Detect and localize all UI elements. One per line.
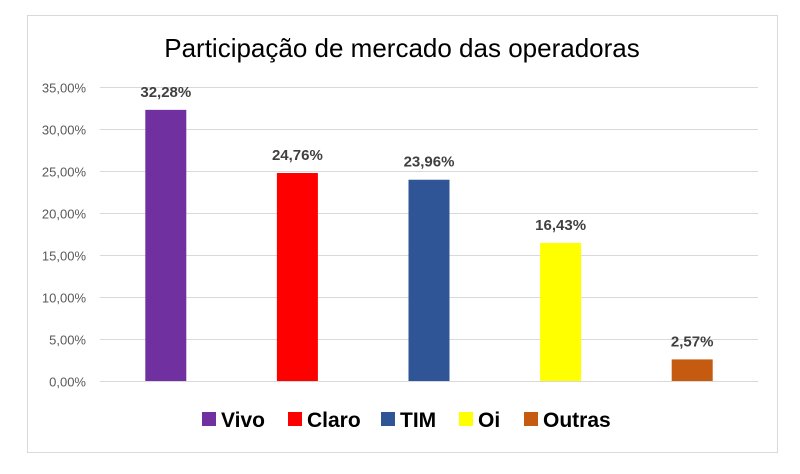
legend-label: TIM: [400, 409, 436, 432]
chart-frame: [27, 15, 778, 453]
data-label: 32,28%: [140, 84, 191, 101]
legend-swatch: [381, 412, 395, 426]
y-tick-label: 5,00%: [49, 333, 86, 348]
y-tick-label: 30,00%: [42, 123, 87, 138]
legend-swatch: [459, 412, 473, 426]
bar-vivo: [145, 109, 187, 382]
legend-swatch: [288, 412, 302, 426]
legend-label: Outras: [543, 409, 611, 432]
y-tick-label: 0,00%: [49, 375, 86, 390]
y-tick-label: 10,00%: [42, 291, 87, 306]
data-label: 24,76%: [272, 147, 323, 164]
bar-outras: [671, 359, 713, 381]
bar-claro: [276, 173, 318, 381]
data-label: 16,43%: [535, 217, 586, 234]
legend-swatch: [524, 412, 538, 426]
legend-swatch: [202, 412, 216, 426]
y-tick-label: 25,00%: [42, 165, 87, 180]
legend-label: Vivo: [221, 409, 265, 432]
chart-title: Participação de mercado das operadoras: [164, 33, 640, 63]
data-label: 2,57%: [671, 333, 714, 350]
y-tick-label: 15,00%: [42, 249, 87, 264]
data-label: 23,96%: [404, 154, 455, 171]
y-tick-label: 35,00%: [42, 81, 87, 96]
legend-label: Claro: [307, 409, 361, 432]
bar-tim: [408, 179, 450, 381]
bar-oi: [540, 242, 582, 381]
y-tick-label: 20,00%: [42, 207, 87, 222]
legend-label: Oi: [478, 409, 500, 432]
